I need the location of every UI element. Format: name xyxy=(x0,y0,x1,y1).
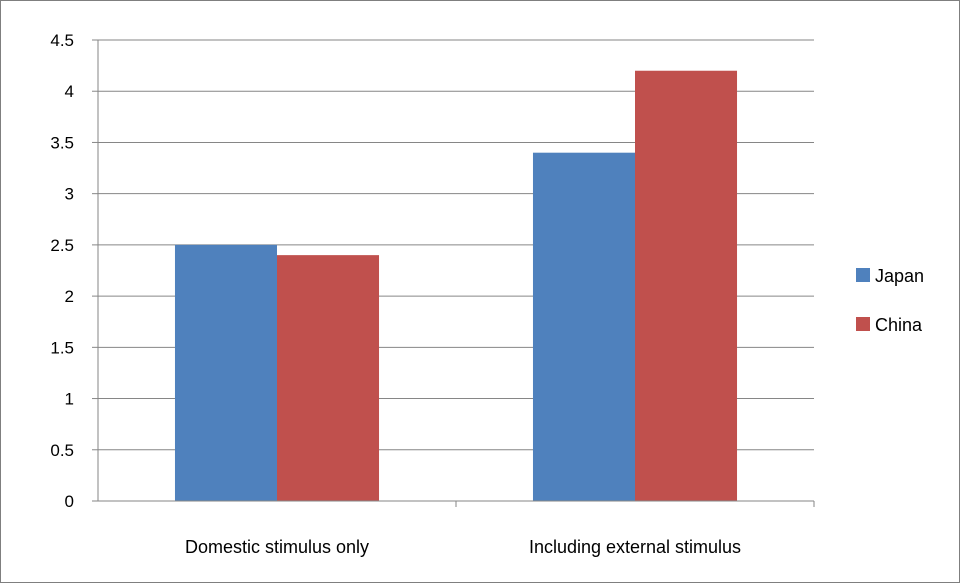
category-label: Domestic stimulus only xyxy=(185,537,369,557)
legend-swatch-japan xyxy=(856,268,870,282)
y-tick-label: 0 xyxy=(65,492,74,511)
category-label: Including external stimulus xyxy=(529,537,741,557)
bar-japan-1 xyxy=(174,244,277,501)
y-tick-label: 0.5 xyxy=(50,441,74,460)
bar-china-2 xyxy=(635,70,738,501)
y-tick-label: 2.5 xyxy=(50,236,74,255)
axes xyxy=(92,39,815,507)
y-tick-label: 3.5 xyxy=(50,133,74,152)
y-tick-label: 4.5 xyxy=(50,31,74,50)
bar-japan-2 xyxy=(532,152,635,501)
y-tick-label: 1 xyxy=(65,390,74,409)
category-labels: Domestic stimulus only Including external… xyxy=(185,537,741,557)
legend: Japan China xyxy=(856,266,924,335)
bars xyxy=(174,70,738,501)
legend-swatch-china xyxy=(856,317,870,331)
y-tick-labels: 0 0.5 1 1.5 2 2.5 3 3.5 4 4.5 xyxy=(50,31,74,511)
y-tick-label: 4 xyxy=(65,82,74,101)
y-tick-label: 2 xyxy=(65,287,74,306)
legend-label-japan: Japan xyxy=(875,266,924,286)
bar-china-1 xyxy=(277,255,380,501)
legend-label-china: China xyxy=(875,315,923,335)
y-tick-label: 1.5 xyxy=(50,338,74,357)
y-tick-label: 3 xyxy=(65,185,74,204)
